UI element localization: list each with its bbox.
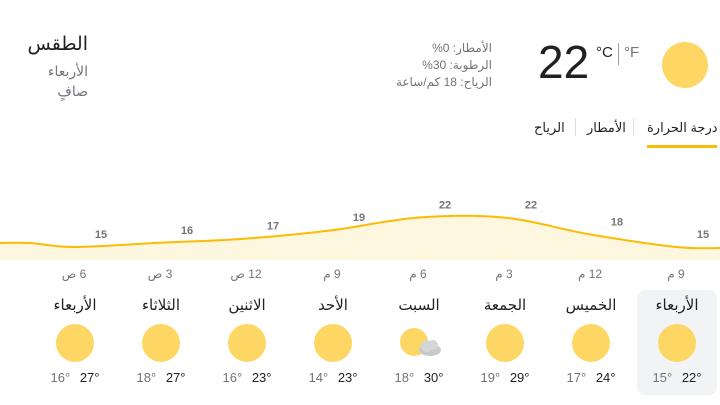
day-temperatures: 17° 24°	[551, 370, 631, 385]
chart-data-label: 22	[525, 200, 537, 212]
low-temperature: 18°	[394, 370, 415, 385]
partly-cloudy-icon	[397, 324, 445, 369]
day-name: الأحد	[318, 297, 348, 314]
hour-label: 3 ص	[147, 267, 173, 281]
low-temperature: 18°	[136, 370, 157, 385]
hour-label: 9 م	[667, 267, 685, 281]
day-name: السبت	[398, 297, 440, 314]
humidity-detail: الرطوبة: 30%	[422, 58, 492, 72]
hour-label: 3 م	[495, 267, 513, 281]
low-temperature: 15°	[652, 370, 673, 385]
current-condition: صافٍ	[57, 83, 88, 99]
tab-precipitation[interactable]: الأمطار	[587, 120, 626, 135]
unit-fahrenheit-button[interactable]: °F	[624, 44, 640, 61]
chart-data-label: 19	[353, 212, 365, 224]
tab-temperature[interactable]: درجة الحرارة	[647, 120, 718, 135]
chart-data-label: 18	[611, 216, 623, 228]
low-temperature: 14°	[308, 370, 329, 385]
day-temperatures: 19° 29°	[465, 370, 545, 385]
sun-icon	[314, 324, 352, 362]
chart-data-label: 15	[697, 229, 709, 241]
hour-label: 6 م	[409, 267, 427, 281]
high-temperature: 27°	[165, 370, 186, 385]
day-temperatures: 18° 27°	[121, 370, 201, 385]
hour-label: 12 ص	[230, 267, 262, 281]
day-temperatures: 16° 27°	[35, 370, 115, 385]
chart-data-label: 15	[95, 229, 107, 241]
current-temperature: 22	[538, 36, 590, 88]
day-forecast[interactable]: السبت 18° 30°	[379, 290, 459, 395]
sun-icon	[658, 324, 696, 362]
weather-title: الطقس	[27, 34, 89, 55]
high-temperature: 30°	[423, 370, 444, 385]
day-forecast[interactable]: الخميس 17° 24°	[551, 290, 631, 395]
chart-area-fill	[0, 215, 720, 260]
sun-icon	[662, 42, 708, 88]
day-temperatures: 16° 23°	[207, 370, 287, 385]
day-name: الخميس	[565, 297, 617, 314]
low-temperature: 16°	[222, 370, 243, 385]
high-temperature: 27°	[79, 370, 100, 385]
sun-icon	[572, 324, 610, 362]
sun-icon	[56, 324, 94, 362]
day-forecast[interactable]: الأربعاء 15° 22°	[637, 290, 717, 395]
low-temperature: 16°	[50, 370, 71, 385]
day-forecast[interactable]: الجمعة 19° 29°	[465, 290, 545, 395]
day-forecast[interactable]: الاثنين 16° 23°	[207, 290, 287, 395]
sun-icon	[228, 324, 266, 362]
tab-divider	[575, 118, 576, 136]
day-forecast[interactable]: الأحد 14° 23°	[293, 290, 373, 395]
unit-celsius-button[interactable]: °C	[596, 44, 613, 61]
wind-detail: الرياح: 18 كم/ساعة	[395, 75, 492, 89]
day-temperatures: 18° 30°	[379, 370, 459, 385]
day-forecast[interactable]: الأربعاء 16° 27°	[35, 290, 115, 395]
current-day: الأربعاء	[47, 63, 88, 79]
chart-series-line	[0, 214, 720, 250]
chart-data-label: 17	[267, 221, 279, 233]
chart-data-label: 22	[439, 200, 451, 212]
active-tab-indicator	[647, 145, 717, 148]
tab-divider	[633, 118, 634, 136]
high-temperature: 23°	[251, 370, 272, 385]
sun-icon	[142, 324, 180, 362]
sun-icon	[486, 324, 524, 362]
day-forecast[interactable]: الثلاثاء 18° 27°	[121, 290, 201, 395]
day-temperatures: 15° 22°	[637, 370, 717, 385]
high-temperature: 23°	[337, 370, 358, 385]
low-temperature: 17°	[566, 370, 587, 385]
hour-label: 6 ص	[61, 267, 87, 281]
hour-label: 12 م	[577, 267, 603, 281]
day-temperatures: 14° 23°	[293, 370, 373, 385]
unit-divider	[618, 43, 619, 65]
tab-wind[interactable]: الرياح	[534, 120, 565, 135]
day-name: الاثنين	[228, 297, 266, 314]
day-name: الأربعاء	[53, 297, 97, 314]
high-temperature: 24°	[595, 370, 616, 385]
day-name: الجمعة	[483, 297, 527, 314]
hour-label: 9 م	[323, 267, 341, 281]
day-name: الثلاثاء	[141, 297, 180, 314]
day-name: الأربعاء	[655, 297, 699, 314]
low-temperature: 19°	[480, 370, 501, 385]
high-temperature: 22°	[681, 370, 702, 385]
chart-data-label: 16	[181, 225, 193, 237]
high-temperature: 29°	[509, 370, 530, 385]
precipitation-detail: الأمطار: 0%	[432, 41, 492, 55]
temperature-chart: 15 18 22 22 19 17 16 15	[0, 200, 720, 260]
